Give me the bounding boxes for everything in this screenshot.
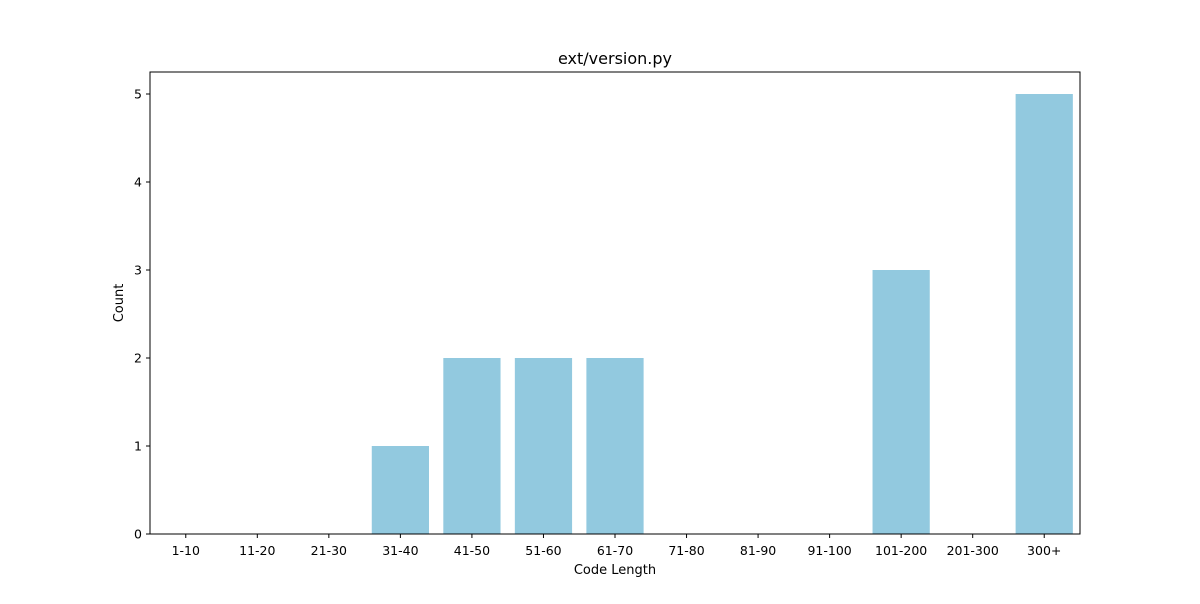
x-axis-label: Code Length (574, 563, 656, 578)
bars-group (371, 94, 1073, 534)
y-tick-label: 2 (134, 351, 142, 366)
x-tick-label: 11-20 (239, 543, 275, 558)
y-axis-ticks: 0 1 2 3 4 5 (134, 87, 150, 542)
x-tick-label: 51-60 (525, 543, 561, 558)
chart-title: ext/version.py (558, 49, 672, 68)
x-tick-label: 71-80 (668, 543, 704, 558)
y-tick-label: 3 (134, 263, 142, 278)
x-tick-label: 101-200 (875, 543, 927, 558)
y-tick-label: 5 (134, 87, 142, 102)
x-tick-label: 1-10 (172, 543, 200, 558)
y-axis-label: Count (112, 284, 127, 323)
bar-51-60 (514, 358, 573, 534)
x-tick-label: 81-90 (740, 543, 776, 558)
bar-300+ (1015, 94, 1073, 534)
y-tick-label: 0 (134, 527, 142, 542)
bar-41-50 (443, 358, 501, 534)
bar-101-200 (872, 270, 930, 534)
x-tick-label: 31-40 (382, 543, 418, 558)
x-axis-ticks: 1-10 11-20 21-30 31-40 41-50 51-60 61-70 71-80 8… (172, 534, 1061, 558)
y-tick-label: 4 (134, 175, 142, 190)
x-tick-label: 300+ (1027, 543, 1061, 558)
x-tick-label: 91-100 (807, 543, 851, 558)
x-tick-label: 41-50 (454, 543, 490, 558)
y-tick-label: 1 (134, 439, 142, 454)
x-tick-label: 201-300 (947, 543, 999, 558)
bar-61-70 (586, 358, 644, 534)
x-tick-label: 21-30 (311, 543, 347, 558)
x-tick-label: 61-70 (597, 543, 633, 558)
bar-31-40 (371, 446, 429, 534)
